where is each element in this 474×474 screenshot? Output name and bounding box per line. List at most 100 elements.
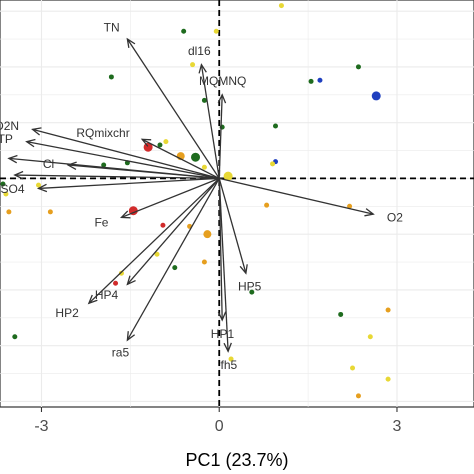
plot-panel — [0, 0, 474, 408]
loading-label: MQMNQ — [199, 74, 246, 88]
score-point — [347, 203, 353, 209]
score-point — [172, 265, 178, 271]
score-point — [203, 230, 212, 239]
score-point — [108, 74, 114, 80]
x-tick-label: 0 — [215, 418, 224, 435]
loading-label: Fe — [94, 216, 108, 230]
loading-arrow-shaft — [126, 178, 220, 341]
score-point — [163, 139, 169, 145]
loading-arrow-head — [239, 264, 248, 275]
loading-label: HP5 — [238, 280, 262, 294]
score-point — [249, 289, 255, 295]
loading-mqmnq: MQMNQ — [199, 74, 246, 179]
loading-label: ra5 — [112, 345, 130, 359]
loading-arrow-shaft — [26, 140, 220, 180]
loading-label: NH4N — [0, 168, 1, 182]
loading-arrow-head — [126, 331, 136, 342]
gridlines — [0, 0, 474, 407]
score-point — [201, 259, 207, 265]
score-points — [0, 3, 391, 399]
loading-ra5: ra5 — [112, 178, 220, 359]
loading-dl16: dl16 — [188, 44, 220, 179]
loading-arrow-head — [119, 210, 131, 219]
loading-arrow-head — [217, 93, 227, 104]
score-point — [181, 28, 187, 34]
loading-arrow-shaft — [32, 128, 220, 180]
score-point — [278, 3, 284, 9]
loading-arrow-head — [223, 342, 232, 353]
loading-arrow-head — [126, 37, 136, 49]
score-point — [3, 191, 9, 197]
score-point — [228, 356, 234, 362]
loading-arrow-shaft — [126, 38, 220, 179]
score-point — [190, 62, 196, 68]
loading-arrow-shaft — [200, 64, 220, 179]
loading-label: fh5 — [220, 358, 237, 372]
loading-label: TP — [0, 132, 13, 146]
x-tick-label: 3 — [393, 418, 402, 435]
loading-fe: Fe — [94, 177, 220, 230]
loading-arrow-shaft — [126, 177, 220, 285]
x-axis-title: PC1 (23.7%) — [185, 450, 288, 470]
score-point — [273, 123, 279, 129]
loading-arrow-shaft — [218, 178, 229, 352]
loading-arrow-shaft — [218, 178, 223, 321]
loading-label: TN — [104, 20, 120, 34]
loading-arrow-head — [140, 138, 152, 147]
loading-label: O2 — [387, 210, 403, 224]
loading-arrow-head — [364, 208, 375, 217]
score-point — [191, 152, 201, 162]
score-point — [371, 91, 381, 101]
loading-label: SO4 — [1, 182, 25, 196]
score-point — [36, 182, 42, 188]
loading-hp1: HP1 — [211, 178, 235, 341]
loading-arrow-head — [217, 311, 227, 322]
score-point — [0, 181, 6, 187]
loading-tn: TN — [104, 20, 220, 179]
loading-label: RQmixchr — [76, 126, 129, 140]
loading-arrow-shaft — [218, 94, 223, 179]
score-point — [47, 209, 53, 215]
loading-arrows: TNdl16MQMNQNO2NRQmixchrTPmixacuteClNH4NS… — [0, 20, 403, 372]
loading-arrow-head — [13, 170, 24, 180]
x-axis-ticks: -3 0 3 — [34, 407, 402, 435]
loading-label: HP1 — [211, 327, 235, 341]
score-point — [101, 162, 107, 168]
score-point — [264, 202, 270, 208]
score-point — [6, 209, 12, 215]
loading-arrow-head — [126, 275, 136, 286]
score-point — [154, 251, 160, 257]
loading-arrow-head — [31, 127, 42, 136]
score-point — [317, 77, 323, 83]
score-point — [201, 164, 207, 170]
loading-arrow-head — [36, 183, 48, 193]
loading-label: dl16 — [188, 44, 211, 58]
loading-o2: O2 — [219, 177, 403, 224]
score-point — [157, 142, 163, 148]
loading-arrow-shaft — [219, 177, 374, 215]
loading-no2n: NO2N — [0, 119, 220, 180]
score-point — [355, 64, 361, 70]
score-point — [308, 78, 314, 84]
loading-arrow-head — [198, 63, 207, 74]
score-point — [201, 97, 207, 103]
loading-arrow-head — [66, 161, 77, 170]
loading-arrow-shaft — [88, 177, 220, 304]
loading-rqmixchr: RQmixchr — [76, 126, 220, 179]
loading-label: NO2N — [0, 119, 19, 133]
loading-arrow-head — [25, 138, 36, 148]
loading-arrow-shaft — [121, 177, 220, 219]
score-point — [213, 28, 219, 34]
score-point — [12, 334, 18, 340]
loading-tp: TP — [0, 132, 220, 180]
score-point — [223, 171, 233, 181]
score-point — [385, 376, 391, 382]
loading-cl: Cl — [43, 157, 220, 180]
score-point — [270, 161, 276, 167]
score-point — [338, 311, 344, 317]
score-point — [350, 365, 356, 371]
loading-arrow-shaft — [141, 138, 220, 179]
x-tick-label: -3 — [34, 418, 48, 435]
loading-arrow-shaft — [14, 174, 220, 180]
